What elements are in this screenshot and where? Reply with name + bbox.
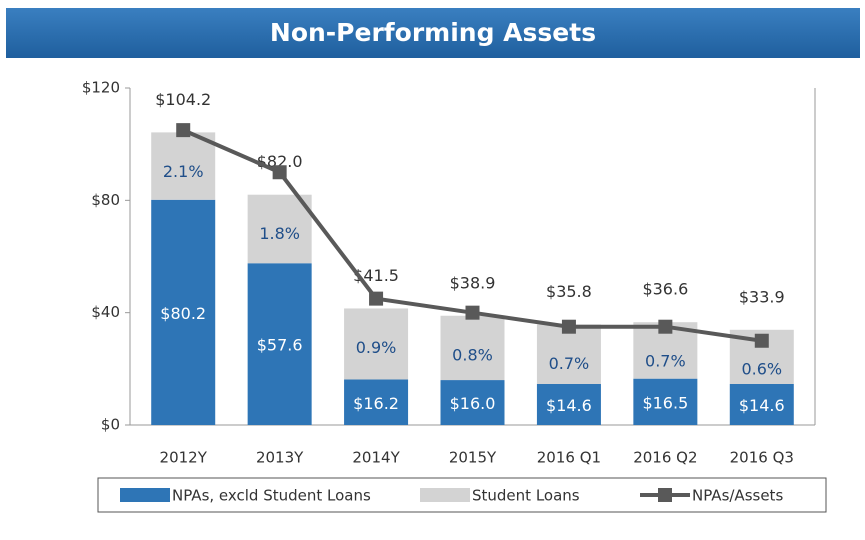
- line-value-label: 0.9%: [356, 338, 397, 357]
- legend-swatch: [420, 488, 470, 502]
- bar-segment: [247, 194, 312, 264]
- x-tick-label: 2016 Q2: [633, 449, 697, 467]
- bar-segment: [440, 315, 505, 381]
- y-tick-label: $120: [82, 79, 120, 97]
- line-value-label: 1.8%: [259, 224, 300, 243]
- bar-value-label: $14.6: [739, 396, 785, 415]
- bar-segment: [151, 132, 216, 200]
- total-label: $33.9: [739, 287, 785, 306]
- line-marker: [369, 291, 384, 306]
- line-marker: [561, 319, 576, 334]
- legend-swatch: [120, 488, 170, 502]
- legend-label: Student Loans: [472, 487, 580, 505]
- title-banner: [6, 8, 860, 58]
- legend-label: NPAs/Assets: [692, 487, 783, 505]
- line-value-label: 0.8%: [452, 345, 493, 364]
- x-tick-label: 2013Y: [256, 449, 304, 467]
- y-tick-label: $40: [91, 303, 120, 321]
- total-label: $38.9: [450, 273, 496, 292]
- line-value-label: 0.6%: [741, 359, 782, 378]
- legend-label: NPAs, excld Student Loans: [172, 487, 371, 505]
- x-tick-label: 2016 Q3: [730, 449, 794, 467]
- bar-segment: [536, 383, 601, 425]
- line-marker: [465, 305, 480, 320]
- bar-value-label: $16.0: [450, 394, 496, 413]
- y-tick-label: $80: [91, 191, 120, 209]
- bar-value-label: $14.6: [546, 396, 592, 415]
- x-tick-label: 2016 Q1: [537, 449, 601, 467]
- line-marker: [658, 319, 673, 334]
- bar-segment: [633, 378, 698, 425]
- bar-segment: [247, 263, 312, 425]
- x-tick-label: 2015Y: [449, 449, 497, 467]
- bar-segment: [151, 199, 216, 425]
- bar-segment: [344, 308, 409, 380]
- bar-segment: [344, 379, 409, 425]
- bar-value-label: $80.2: [160, 304, 206, 323]
- bar-value-label: $57.6: [257, 336, 303, 355]
- bar-value-label: $16.5: [642, 393, 688, 412]
- line-value-label: 0.7%: [645, 352, 686, 371]
- total-label: $35.8: [546, 282, 592, 301]
- x-tick-label: 2014Y: [352, 449, 400, 467]
- bar-segment: [440, 380, 505, 425]
- x-tick-label: 2012Y: [160, 449, 208, 467]
- line-value-label: 2.1%: [163, 162, 204, 181]
- total-label: $104.2: [155, 90, 211, 109]
- legend-swatch: [658, 488, 672, 502]
- line-marker: [272, 165, 287, 180]
- legend: [97, 477, 827, 513]
- total-label: $41.5: [353, 266, 399, 285]
- total-label: $36.6: [642, 280, 688, 299]
- bar-segment: [536, 324, 601, 384]
- bar-value-label: $16.2: [353, 394, 399, 413]
- chart-title: Non-Performing Assets: [270, 18, 596, 47]
- line-marker: [754, 333, 769, 348]
- line-marker: [176, 123, 191, 138]
- line-value-label: 0.7%: [549, 354, 590, 373]
- bar-segment: [729, 383, 794, 425]
- y-tick-label: $0: [101, 416, 120, 434]
